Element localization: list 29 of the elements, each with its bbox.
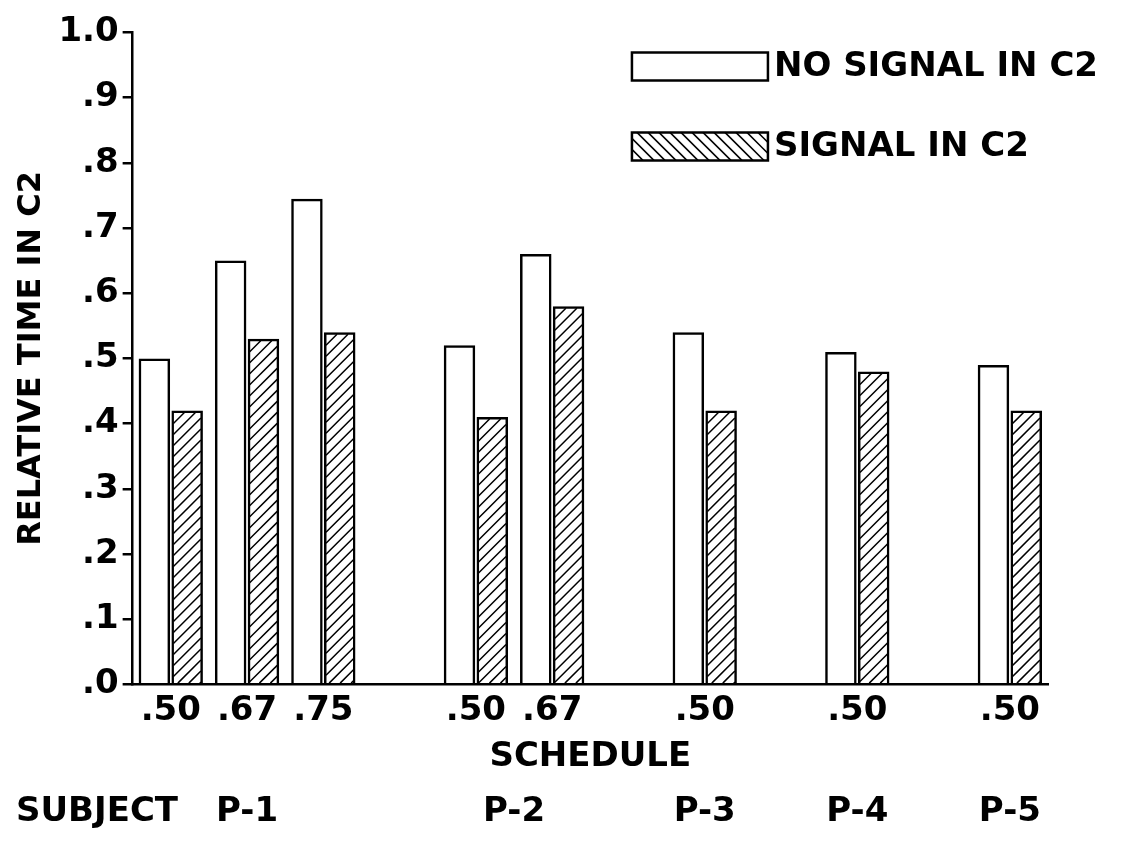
y-tick-label: .7 [82,204,119,245]
x-tick-label: .50 [674,687,735,728]
y-tick-label: .6 [82,270,119,311]
x-tick-label: .75 [293,687,354,728]
y-axis-title: RELATIVE TIME IN C2 [9,170,48,546]
y-tick-label: .5 [82,335,119,376]
y-tick-label: .8 [82,139,119,180]
legend-label: SIGNAL IN C2 [773,124,1029,165]
text: P-2 [482,789,546,830]
y-tick-label: 1.0 [58,9,119,50]
x-tick-label: .50 [979,687,1040,728]
y-tick-label: .1 [82,596,119,637]
y-tick-label: .9 [82,74,119,115]
text: P-4 [826,789,889,830]
x-tick-label: .50 [445,687,507,728]
text: P-1 [216,789,279,830]
x-tick-label: .67 [216,687,278,728]
x-tick-label: .50 [140,687,201,728]
text: P-5 [978,789,1041,830]
y-tick-label: .4 [82,400,119,441]
y-tick-label: .3 [82,465,119,506]
x-axis-title: SCHEDULE [489,734,692,775]
text: P-3 [673,789,736,830]
y-tick-label: .0 [82,661,119,702]
legend-label: NO SIGNAL IN C2 [773,44,1098,85]
x-tick-label: .50 [827,687,888,728]
x-tick-label: .67 [522,687,583,728]
y-tick-label: .2 [82,530,119,571]
text: SUBJECT [16,789,179,830]
